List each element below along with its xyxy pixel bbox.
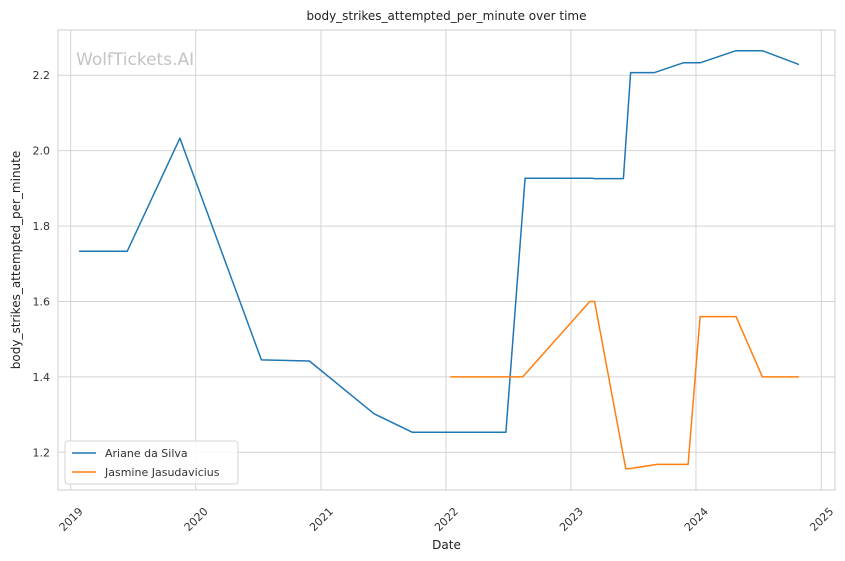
plot-area xyxy=(58,30,835,490)
plot-frame xyxy=(57,29,836,491)
series-line-ariane-da-silva xyxy=(78,49,800,434)
y-tick-label: 1.2 xyxy=(33,446,51,459)
legend-box xyxy=(64,440,239,485)
grid xyxy=(58,30,835,490)
y-tick-label: 1.4 xyxy=(33,371,51,384)
watermark: WolfTickets.AI xyxy=(76,50,194,70)
legend-label-ariane: Ariane da Silva xyxy=(105,447,188,460)
series-line-jasmine-jasudavicius xyxy=(450,300,800,470)
legend-label-jasmine: Jasmine Jasudavicius xyxy=(104,466,220,479)
y-tick-label: 1.6 xyxy=(33,295,51,308)
y-tick-label: 1.8 xyxy=(33,220,51,233)
y-tick-labels: 1.2 1.4 1.6 1.8 2.0 2.2 xyxy=(33,69,51,459)
y-axis-title: body_strikes_attempted_per_minute xyxy=(9,151,23,369)
x-axis-title: Date xyxy=(432,538,461,552)
y-tick-label: 2.2 xyxy=(33,69,51,82)
chart-title: body_strikes_attempted_per_minute over t… xyxy=(307,9,587,23)
legend: Ariane da Silva Jasmine Jasudavicius xyxy=(64,440,239,485)
y-tick-label: 2.0 xyxy=(33,145,51,158)
series-layer xyxy=(78,49,800,470)
